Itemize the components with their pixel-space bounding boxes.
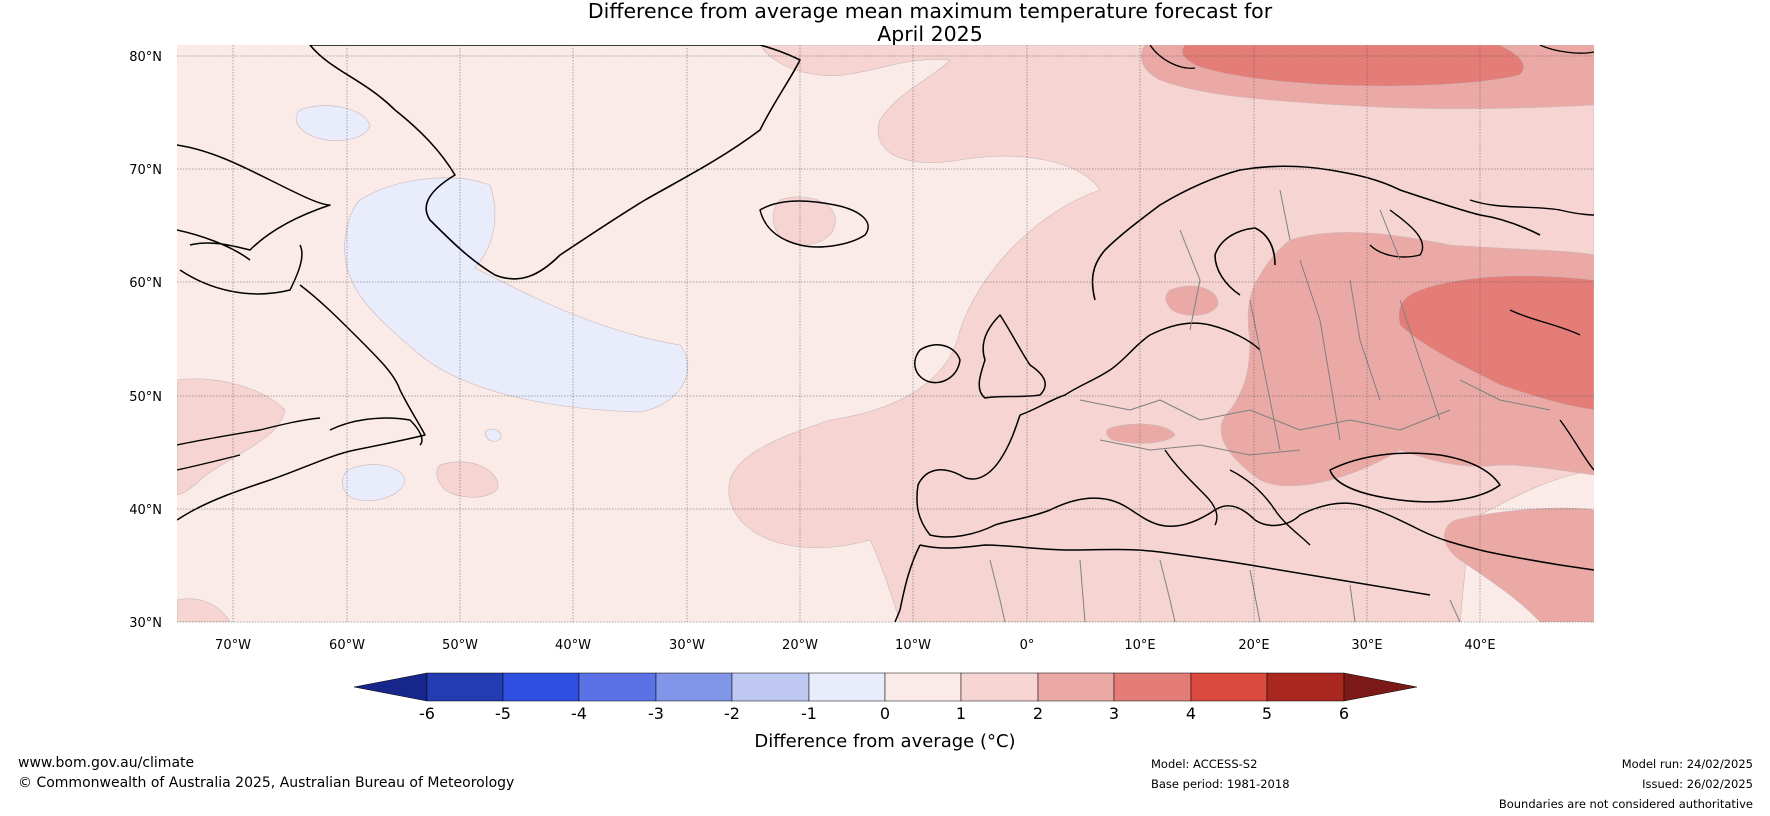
colorbar: -6 -5 -4 -3 -2 -1 0 1 2 3 4 5 6 Differen… <box>353 672 1418 752</box>
colorbar-tick-label: 0 <box>880 704 890 723</box>
colorbar-segment <box>731 672 810 702</box>
coast-scandinavia <box>1091 165 1541 301</box>
lon-label-30e: 30°E <box>1351 638 1382 653</box>
warm-region-alps <box>1106 423 1176 444</box>
lon-label-0: 0° <box>1020 638 1035 653</box>
coast-north-africa <box>894 544 1431 622</box>
coast-greenland <box>309 45 801 280</box>
website-text: www.bom.gov.au/climate <box>18 755 195 771</box>
coast-kola <box>1369 209 1424 258</box>
lon-labels: 70°W 60°W 50°W 40°W 30°W 20°W 10°W 0° 10… <box>215 638 1496 653</box>
cool-region-dot <box>484 428 502 442</box>
graticule <box>177 45 1594 623</box>
coast-labrador <box>177 284 426 521</box>
coast-baffin <box>177 144 331 295</box>
colorbar-tick-label: 2 <box>1033 704 1043 723</box>
colorbar-tick-label: -2 <box>724 704 740 723</box>
cool-region-small-south <box>342 464 406 501</box>
coast-us-ne <box>177 417 321 471</box>
coast-black-sea <box>1329 452 1501 503</box>
cool-region-labrador <box>344 177 689 413</box>
model-text: Model: ACCESS-S2 <box>1151 757 1258 771</box>
base-period-text: Base period: 1981-2018 <box>1151 777 1290 791</box>
coast-svalbard <box>1149 45 1594 69</box>
disclaimer-text: Boundaries are not considered authoritat… <box>1498 797 1753 811</box>
model-run-text: Model run: 24/02/2025 <box>1621 757 1753 771</box>
colorbar-segment <box>655 672 733 702</box>
lon-label-30w: 30°W <box>669 638 705 653</box>
title-line-2: April 2025 <box>877 22 983 46</box>
colorbar-min-extension <box>353 672 428 702</box>
coast-caspian <box>1559 419 1594 471</box>
warm-region-small-atlantic <box>436 461 499 498</box>
colorbar-segment <box>578 672 657 702</box>
warm-region-west-atlantic <box>177 378 286 496</box>
copyright-text: © Commonwealth of Australia 2025, Austra… <box>18 775 515 791</box>
colorbar-segment <box>426 672 504 702</box>
colorbar-tick-label: -1 <box>801 704 817 723</box>
lon-label-60w: 60°W <box>329 638 365 653</box>
warm-region-baltic <box>1165 285 1219 316</box>
lat-label-60: 60°N <box>129 276 162 291</box>
warm-region-russia-strong <box>1398 275 1594 411</box>
map-title: Difference from average mean maximum tem… <box>0 0 1770 46</box>
anomaly-shading <box>177 45 1594 622</box>
lat-label-50: 50°N <box>129 390 162 405</box>
lat-label-80: 80°N <box>129 50 162 65</box>
colorbar-tick-label: 5 <box>1262 704 1272 723</box>
issued-text: Issued: 26/02/2025 <box>1642 777 1753 791</box>
colorbar-tick-label: -3 <box>648 704 664 723</box>
colorbar-ticks: -6 -5 -4 -3 -2 -1 0 1 2 3 4 5 6 <box>419 704 1349 723</box>
lon-label-70w: 70°W <box>215 638 251 653</box>
coast-britain <box>978 314 1046 399</box>
lon-label-10e: 10°E <box>1124 638 1155 653</box>
coast-europe <box>916 322 1594 571</box>
colorbar-label: Difference from average (°C) <box>754 731 1015 752</box>
warm-region-bottom-left <box>177 598 231 622</box>
warm-region-arctic-strong <box>1181 45 1525 87</box>
colorbar-segment <box>808 672 886 702</box>
lat-labels: 80°N 70°N 60°N 50°N 40°N 30°N <box>129 50 162 631</box>
colorbar-segment <box>1037 672 1115 702</box>
lon-label-40e: 40°E <box>1464 638 1495 653</box>
colorbar-tick-label: 1 <box>956 704 966 723</box>
lat-label-30: 30°N <box>129 616 162 631</box>
coast-iceland <box>759 200 869 248</box>
coast-italy <box>1164 449 1218 526</box>
colorbar-max-extension <box>1343 672 1418 702</box>
lon-label-20e: 20°E <box>1238 638 1269 653</box>
coastlines <box>177 45 1594 622</box>
colorbar-tick-label: -4 <box>571 704 587 723</box>
lon-label-50w: 50°W <box>442 638 478 653</box>
lon-label-10w: 10°W <box>895 638 931 653</box>
colorbar-segment <box>1190 672 1268 702</box>
lat-label-70: 70°N <box>129 163 162 178</box>
colorbar-segment <box>1113 672 1192 702</box>
colorbar-tick-label: 4 <box>1186 704 1196 723</box>
warm-region-iceland <box>772 196 836 246</box>
coast-balkans <box>1229 469 1311 546</box>
colorbar-tick-label: -6 <box>419 704 435 723</box>
title-line-1: Difference from average mean maximum tem… <box>587 0 1273 23</box>
colorbar-segment <box>502 672 580 702</box>
colorbar-tick-label: 6 <box>1339 704 1349 723</box>
colorbar-tick-label: -5 <box>495 704 511 723</box>
colorbar-segment <box>1266 672 1345 702</box>
coast-ireland <box>914 344 961 384</box>
warm-region-turkey <box>1444 507 1594 622</box>
lat-label-40: 40°N <box>129 503 162 518</box>
coast-russia-arctic <box>1469 199 1594 336</box>
country-borders <box>989 189 1551 622</box>
colorbar-tick-label: 3 <box>1109 704 1119 723</box>
colorbar-segment <box>960 672 1039 702</box>
lon-label-20w: 20°W <box>782 638 818 653</box>
cool-region-small-north <box>295 105 371 141</box>
map-panel <box>177 45 1594 623</box>
colorbar-segment <box>884 672 962 702</box>
warm-region-north <box>728 45 1594 622</box>
lon-label-40w: 40°W <box>555 638 591 653</box>
